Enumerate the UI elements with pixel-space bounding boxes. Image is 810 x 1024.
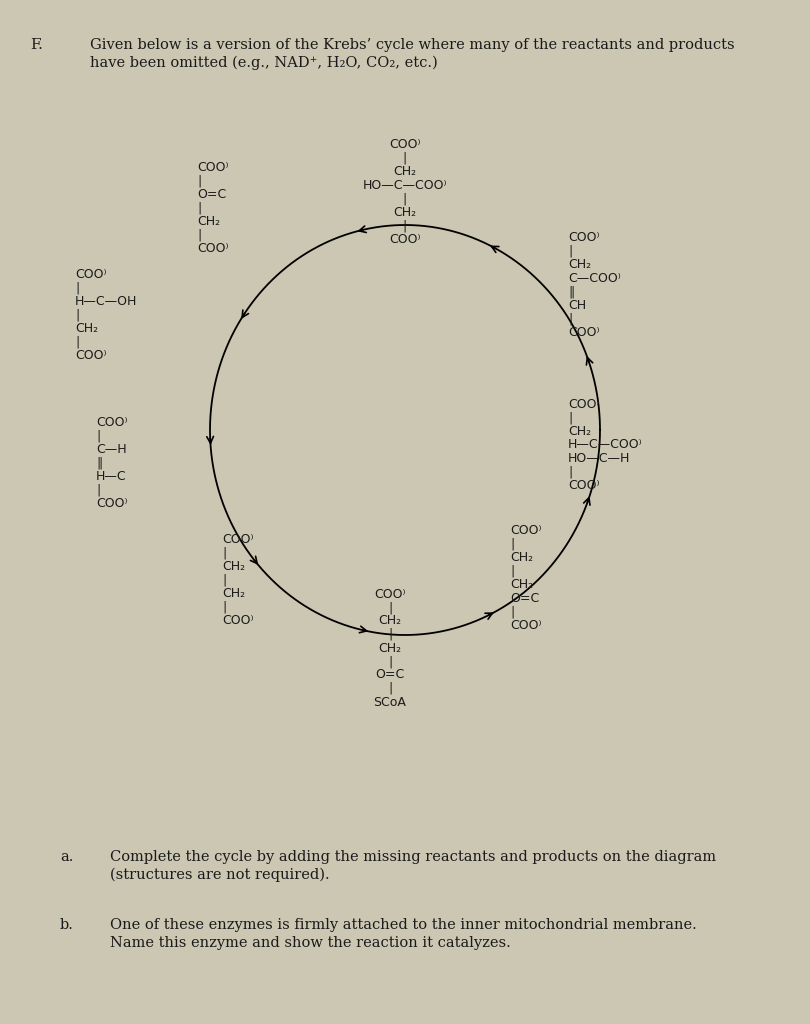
Text: CH₂: CH₂ bbox=[378, 641, 402, 654]
Text: COO⁾: COO⁾ bbox=[568, 231, 599, 245]
Text: C—COO⁾: C—COO⁾ bbox=[568, 271, 620, 285]
Text: H—C: H—C bbox=[96, 470, 126, 483]
Text: b.: b. bbox=[60, 918, 74, 932]
Text: |: | bbox=[403, 193, 407, 205]
Text: |: | bbox=[403, 152, 407, 165]
Text: HO—C—COO⁾: HO—C—COO⁾ bbox=[363, 179, 447, 191]
Text: CH₂: CH₂ bbox=[394, 165, 416, 178]
Text: |: | bbox=[96, 483, 100, 497]
Text: |: | bbox=[388, 628, 392, 641]
Text: |: | bbox=[197, 228, 201, 242]
Text: CH₂: CH₂ bbox=[197, 215, 220, 228]
Text: |: | bbox=[388, 601, 392, 614]
Text: |: | bbox=[568, 312, 572, 326]
Text: |: | bbox=[403, 219, 407, 232]
Text: |: | bbox=[510, 565, 514, 578]
Text: |: | bbox=[197, 174, 201, 187]
Text: One of these enzymes is firmly attached to the inner mitochondrial membrane.: One of these enzymes is firmly attached … bbox=[110, 918, 697, 932]
Text: COO⁾: COO⁾ bbox=[75, 349, 106, 362]
Text: Complete the cycle by adding the missing reactants and products on the diagram: Complete the cycle by adding the missing… bbox=[110, 850, 716, 864]
Text: |: | bbox=[568, 466, 572, 478]
Text: COO⁾: COO⁾ bbox=[568, 479, 599, 492]
Text: O=C: O=C bbox=[197, 188, 226, 201]
Text: (structures are not required).: (structures are not required). bbox=[110, 868, 330, 883]
Text: ‖: ‖ bbox=[96, 457, 102, 469]
Text: HO—C—H: HO—C—H bbox=[568, 452, 630, 465]
Text: |: | bbox=[222, 573, 226, 587]
Text: CH₂: CH₂ bbox=[75, 322, 98, 335]
Text: Given below is a version of the Krebs’ cycle where many of the reactants and pro: Given below is a version of the Krebs’ c… bbox=[90, 38, 735, 52]
Text: CH₂: CH₂ bbox=[568, 258, 591, 271]
Text: |: | bbox=[510, 538, 514, 551]
Text: Name this enzyme and show the reaction it catalyzes.: Name this enzyme and show the reaction i… bbox=[110, 936, 511, 950]
Text: CH₂: CH₂ bbox=[378, 614, 402, 628]
Text: COO⁾: COO⁾ bbox=[568, 326, 599, 339]
Text: CH₂: CH₂ bbox=[510, 551, 533, 564]
Text: CH₂: CH₂ bbox=[510, 579, 533, 591]
Text: COO⁾: COO⁾ bbox=[568, 398, 599, 411]
Text: ‖: ‖ bbox=[568, 286, 574, 298]
Text: COO⁾: COO⁾ bbox=[96, 416, 127, 429]
Text: O=C: O=C bbox=[375, 669, 405, 682]
Text: H—C—COO⁾: H—C—COO⁾ bbox=[568, 438, 642, 452]
Text: COO⁾: COO⁾ bbox=[390, 138, 420, 152]
Text: C—H: C—H bbox=[96, 443, 126, 456]
Text: |: | bbox=[388, 655, 392, 668]
Text: |: | bbox=[222, 547, 226, 559]
Text: COO⁾: COO⁾ bbox=[197, 161, 228, 174]
Text: COO⁾: COO⁾ bbox=[510, 524, 542, 538]
Text: COO⁾: COO⁾ bbox=[222, 614, 254, 627]
Text: |: | bbox=[568, 245, 572, 258]
Text: |: | bbox=[568, 412, 572, 425]
Text: COO⁾: COO⁾ bbox=[374, 588, 406, 600]
Text: CH₂: CH₂ bbox=[222, 587, 245, 600]
Text: |: | bbox=[510, 605, 514, 618]
Text: O=C: O=C bbox=[510, 592, 539, 605]
Text: COO⁾: COO⁾ bbox=[510, 618, 542, 632]
Text: |: | bbox=[388, 682, 392, 695]
Text: a.: a. bbox=[60, 850, 74, 864]
Text: |: | bbox=[75, 336, 79, 348]
Text: |: | bbox=[222, 600, 226, 613]
Text: COO⁾: COO⁾ bbox=[222, 534, 254, 546]
Text: CH₂: CH₂ bbox=[394, 206, 416, 219]
Text: COO⁾: COO⁾ bbox=[96, 497, 127, 510]
Text: |: | bbox=[75, 282, 79, 295]
Text: F.: F. bbox=[30, 38, 43, 52]
Text: H—C—OH: H—C—OH bbox=[75, 295, 138, 308]
Text: SCoA: SCoA bbox=[373, 695, 407, 709]
Text: COO⁾: COO⁾ bbox=[197, 242, 228, 255]
Text: |: | bbox=[75, 308, 79, 322]
Text: CH₂: CH₂ bbox=[222, 560, 245, 573]
Text: have been omitted (e.g., NAD⁺, H₂O, CO₂, etc.): have been omitted (e.g., NAD⁺, H₂O, CO₂,… bbox=[90, 56, 437, 71]
Text: |: | bbox=[96, 429, 100, 442]
Text: COO⁾: COO⁾ bbox=[75, 268, 106, 281]
Text: COO⁾: COO⁾ bbox=[390, 232, 420, 246]
Text: CH: CH bbox=[568, 299, 586, 311]
Text: CH₂: CH₂ bbox=[568, 425, 591, 438]
Text: |: | bbox=[197, 202, 201, 214]
